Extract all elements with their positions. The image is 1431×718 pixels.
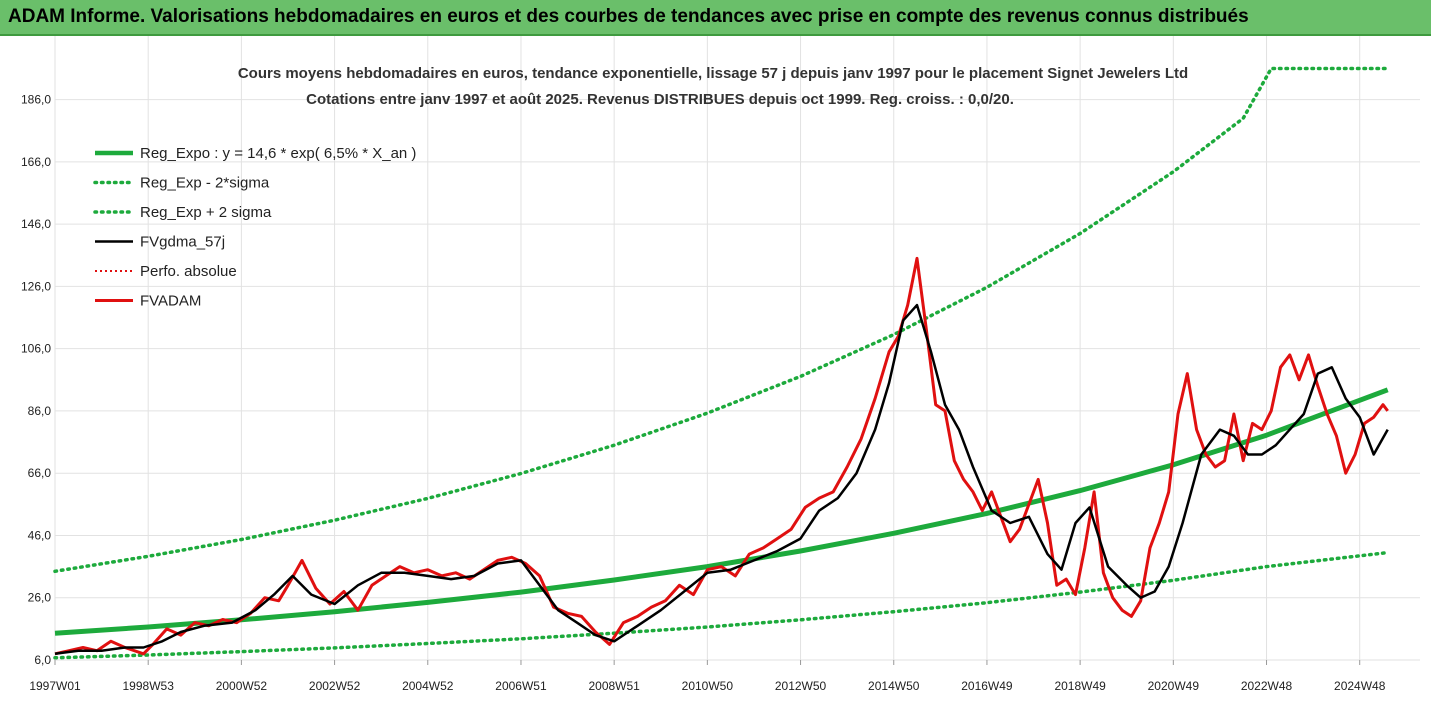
x-tick-label: 2000W52 <box>216 679 268 693</box>
series-line-5 <box>54 256 1389 656</box>
x-tick-label: 2010W50 <box>682 679 734 693</box>
series-line-0 <box>54 387 1389 636</box>
legend-label: Reg_Expo : y = 14,6 * exp( 6,5% * X_an ) <box>140 145 416 162</box>
banner-title: ADAM Informe. Valorisations hebdomadaire… <box>8 6 1249 27</box>
x-tick-label: 2012W50 <box>775 679 827 693</box>
y-tick-label: 126,0 <box>21 279 51 293</box>
legend: Reg_Expo : y = 14,6 * exp( 6,5% * X_an )… <box>93 145 416 310</box>
legend-label: Reg_Exp + 2 sigma <box>140 204 272 221</box>
x-tick-label: 2024W48 <box>1334 679 1386 693</box>
y-tick-label: 66,0 <box>28 466 52 480</box>
y-tick-label: 166,0 <box>21 155 51 169</box>
chart: 6,0 26,0 46,0 66,0 86,0 106,0 126,0 146,0 166,0 1… <box>21 36 1420 693</box>
x-tick-label: 2022W48 <box>1241 679 1293 693</box>
plot-area <box>55 36 1420 660</box>
series-line-2 <box>53 66 1390 574</box>
x-tick-label: 2006W51 <box>495 679 547 693</box>
x-tick-label: 2018W49 <box>1054 679 1106 693</box>
y-tick-label: 146,0 <box>21 217 51 231</box>
legend-label: FVADAM <box>140 293 201 310</box>
y-tick-label: 46,0 <box>28 528 52 542</box>
x-tick-label: 1998W53 <box>123 679 175 693</box>
x-tick-label: 2008W51 <box>588 679 640 693</box>
series-line-3 <box>54 303 1389 656</box>
chart-title: Cours moyens hebdomadaires en euros, ten… <box>238 65 1188 82</box>
x-tick-label: 2020W49 <box>1148 679 1200 693</box>
chart-subtitle: Cotations entre janv 1997 et août 2025. … <box>306 91 1014 108</box>
x-tick-label: 2016W49 <box>961 679 1013 693</box>
x-tick-label: 2014W50 <box>868 679 920 693</box>
series-line-1 <box>53 550 1390 660</box>
y-tick-label: 106,0 <box>21 342 51 356</box>
legend-label: FVgdma_57j <box>140 234 225 251</box>
y-tick-label: 6,0 <box>34 653 51 667</box>
x-tick-label: 2002W52 <box>309 679 361 693</box>
title-banner: ADAM Informe. Valorisations hebdomadaire… <box>0 0 1431 36</box>
legend-label: Reg_Exp - 2*sigma <box>140 175 270 192</box>
x-tick-label: 1997W01 <box>29 679 81 693</box>
y-tick-label: 86,0 <box>28 404 52 418</box>
legend-label: Perfo. absolue <box>140 263 237 280</box>
y-tick-label: 186,0 <box>21 93 51 107</box>
y-tick-label: 26,0 <box>28 591 52 605</box>
x-tick-label: 2004W52 <box>402 679 454 693</box>
